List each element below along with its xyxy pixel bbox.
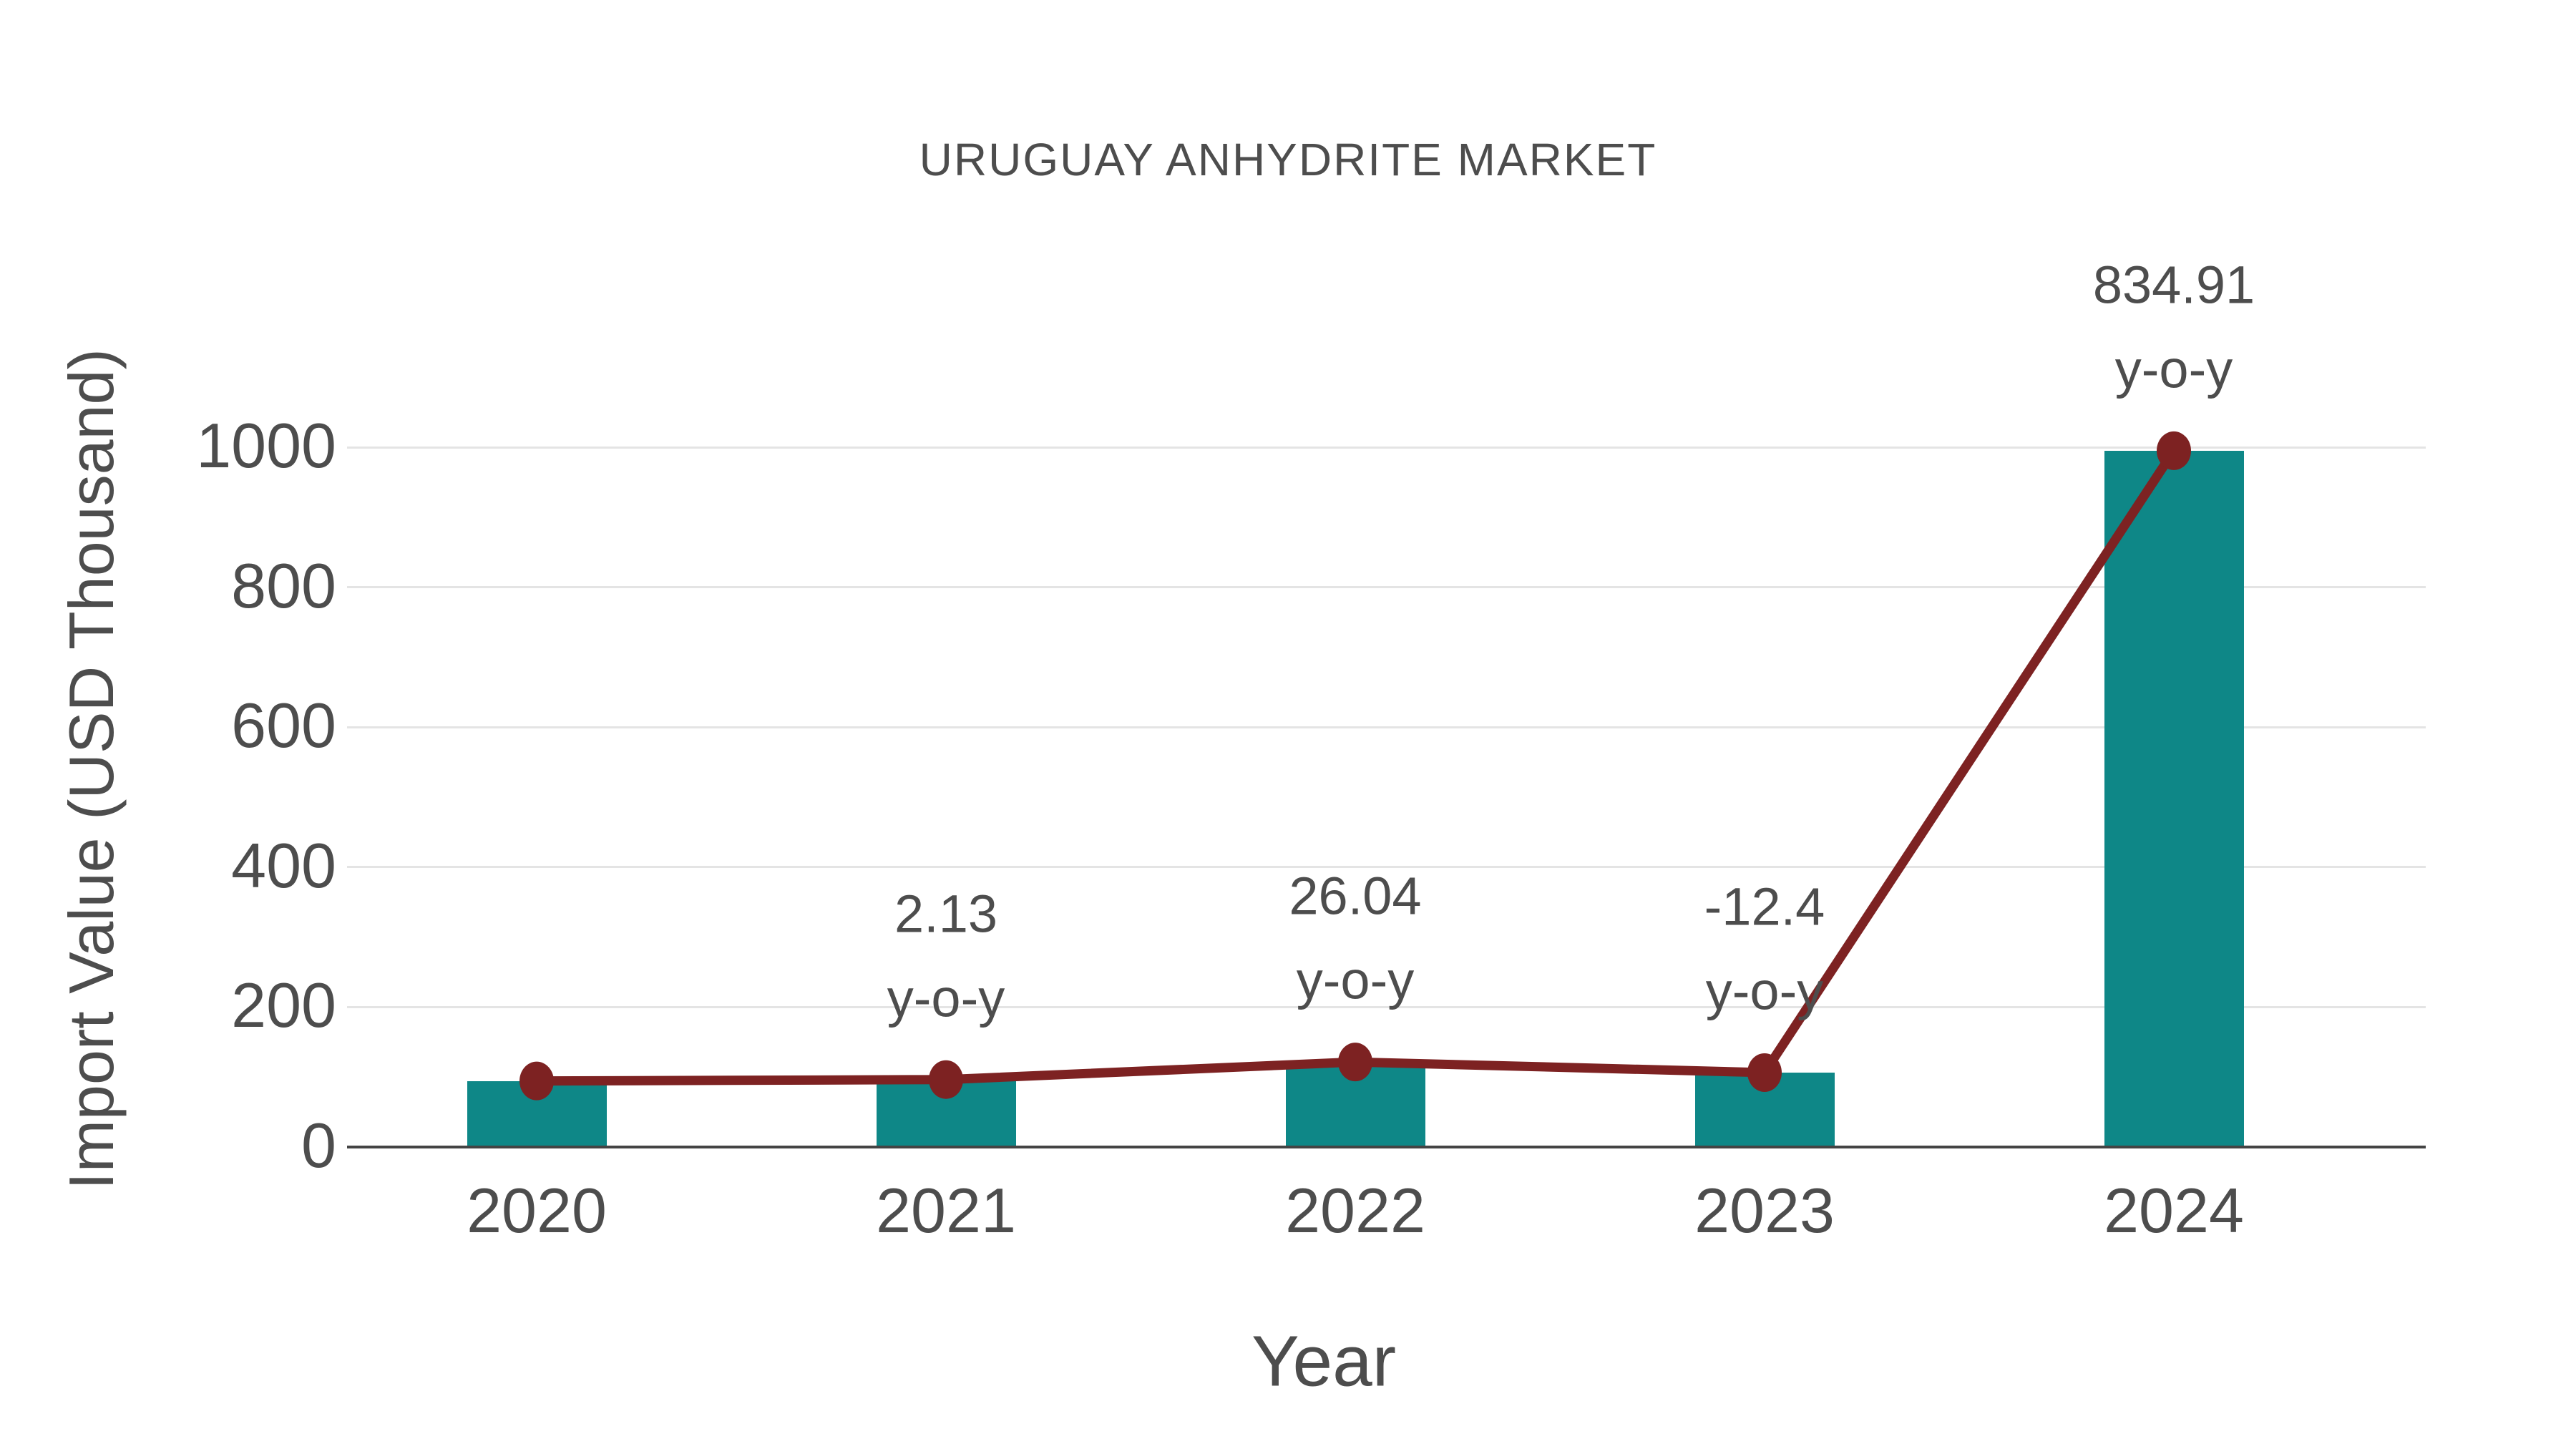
y-tick-label-600: 600	[231, 690, 336, 761]
gridline-1000	[347, 446, 2426, 449]
annotation-2021-value: 2.13	[894, 884, 998, 944]
marker-2020	[519, 1061, 554, 1101]
x-tick-label-2020: 2020	[467, 1175, 607, 1246]
annotation-2021-label: y-o-y	[887, 968, 1005, 1028]
marker-2022	[1338, 1043, 1372, 1082]
x-axis-line	[347, 1146, 2426, 1148]
y-tick-label-800: 800	[231, 550, 336, 621]
x-tick-label-2023: 2023	[1694, 1175, 1835, 1246]
y-tick-label-200: 200	[231, 970, 336, 1041]
y-tick-label-0: 0	[301, 1109, 336, 1181]
annotation-2024-label: y-o-y	[2114, 339, 2233, 399]
x-tick-label-2021: 2021	[876, 1175, 1016, 1246]
bar-2024	[2104, 450, 2244, 1147]
gridline-200	[347, 1005, 2426, 1008]
annotation-2023-label: y-o-y	[1705, 961, 1824, 1021]
marker-2021	[929, 1060, 963, 1099]
annotation-2023-value: -12.4	[1704, 877, 1825, 937]
y-tick-label-1000: 1000	[196, 409, 336, 481]
x-tick-label-2022: 2022	[1285, 1175, 1425, 1246]
gridline-800	[347, 586, 2426, 589]
annotation-2022-label: y-o-y	[1296, 950, 1415, 1010]
y-tick-label-400: 400	[231, 829, 336, 901]
x-tick-label-2024: 2024	[2104, 1175, 2244, 1246]
chart-title: URUGUAY ANHYDRITE MARKET	[919, 134, 1657, 185]
annotation-2022-value: 26.04	[1289, 866, 1422, 926]
gridline-600	[347, 726, 2426, 728]
annotation-2024-value: 834.91	[2092, 255, 2255, 315]
gridline-400	[347, 866, 2426, 869]
x-axis-title: Year	[1251, 1321, 1397, 1402]
marker-2023	[1747, 1053, 1782, 1092]
marker-2024	[2157, 431, 2191, 470]
